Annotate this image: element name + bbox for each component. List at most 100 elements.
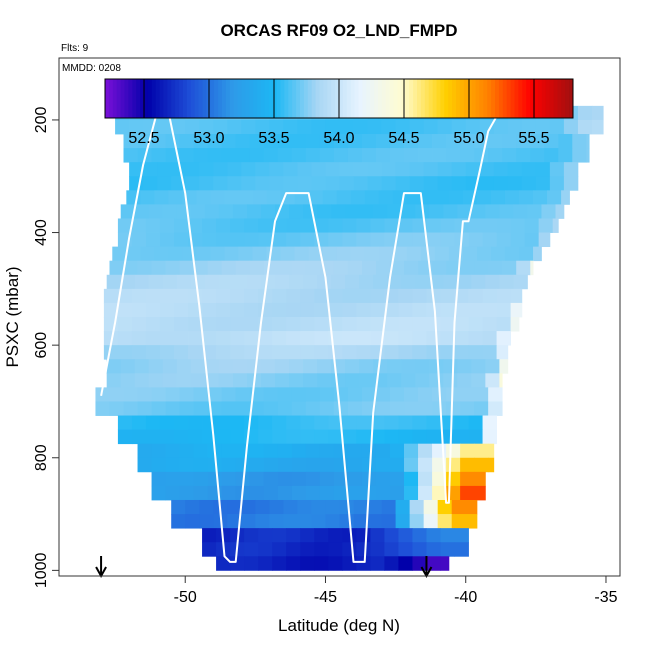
- heatmap-cell: [266, 190, 281, 205]
- colorbar-swatch: [487, 79, 492, 118]
- heatmap-cell: [496, 317, 511, 332]
- heatmap-cell: [331, 274, 346, 290]
- heatmap-cell: [140, 246, 155, 262]
- colorbar-swatch: [147, 79, 153, 118]
- heatmap-cell: [432, 401, 447, 416]
- heatmap-cell: [333, 387, 349, 402]
- heatmap-cell: [555, 204, 565, 219]
- heatmap-cell: [286, 528, 301, 543]
- heatmap-cell: [471, 204, 486, 219]
- heatmap-cell: [454, 317, 469, 332]
- colorbar-swatch: [186, 79, 192, 118]
- heatmap-cell: [328, 331, 343, 346]
- heatmap-cell: [370, 415, 385, 431]
- heatmap-cell: [485, 204, 500, 219]
- heatmap-cell: [460, 443, 475, 459]
- colorbar-swatch: [105, 79, 110, 118]
- heatmap-cell: [148, 274, 164, 290]
- heatmap-cell: [482, 288, 497, 304]
- heatmap-cell: [300, 528, 315, 543]
- colorbar-swatch: [245, 79, 250, 118]
- heatmap-cell: [174, 429, 189, 445]
- colorbar-swatch: [397, 79, 402, 118]
- heatmap-cell: [207, 148, 223, 163]
- heatmap-cell: [468, 345, 483, 360]
- heatmap-cell: [179, 457, 195, 473]
- colorbar-swatch: [284, 79, 289, 118]
- heatmap-cell: [460, 457, 475, 473]
- heatmap-cell: [347, 457, 363, 473]
- heatmap-cell: [347, 387, 363, 402]
- heatmap-cell: [342, 345, 357, 360]
- heatmap-cell: [516, 148, 531, 163]
- heatmap-cell: [356, 218, 371, 233]
- heatmap-cell: [420, 190, 436, 205]
- heatmap-cell: [356, 542, 371, 557]
- heatmap-cell: [199, 499, 214, 515]
- heatmap-cell: [412, 429, 427, 445]
- heatmap-cell: [333, 401, 349, 416]
- colorbar-swatch: [424, 79, 430, 118]
- heatmap-cell: [328, 232, 343, 248]
- colorbar-swatch: [167, 79, 172, 118]
- heatmap-cell: [123, 387, 138, 402]
- heatmap-cell: [490, 190, 506, 205]
- plot-frame: [58, 57, 621, 577]
- heatmap-cell: [188, 415, 203, 431]
- heatmap-cell: [544, 134, 559, 149]
- heatmap-cell: [401, 373, 416, 388]
- heatmap-cell: [448, 190, 464, 205]
- heatmap-cell: [460, 134, 475, 149]
- heatmap-cell: [286, 542, 301, 557]
- heatmap-cell: [305, 387, 321, 402]
- heatmap-cell: [274, 204, 290, 219]
- heatmap-cell: [232, 274, 248, 290]
- heatmap-cell: [179, 443, 195, 459]
- heatmap-cell: [325, 499, 340, 515]
- heatmap-cell: [162, 359, 178, 374]
- heatmap-cell: [454, 415, 469, 431]
- heatmap-cell: [339, 162, 354, 177]
- colorbar-swatch: [354, 79, 359, 118]
- heatmap-cell: [342, 429, 357, 445]
- heatmap-cell: [174, 288, 189, 304]
- heatmap-cell: [258, 302, 273, 318]
- heatmap-cell: [350, 190, 366, 205]
- colorbar-swatch: [319, 79, 324, 118]
- heatmap-cell: [199, 176, 214, 191]
- heatmap-cell: [218, 204, 234, 219]
- heatmap-cell: [232, 373, 248, 388]
- heatmap-cell: [255, 514, 270, 529]
- heatmap-cell: [482, 302, 497, 318]
- heatmap-cell: [479, 176, 495, 191]
- heatmap-cell: [244, 317, 259, 332]
- heatmap-cell: [129, 162, 144, 177]
- heatmap-cell: [418, 471, 433, 487]
- heatmap-cell: [398, 331, 413, 346]
- heatmap-cell: [109, 387, 124, 402]
- colorbar-swatch: [327, 79, 332, 118]
- heatmap-cell: [154, 246, 169, 262]
- heatmap-cell: [347, 260, 363, 276]
- heatmap-cell: [283, 119, 298, 135]
- chart-title: ORCAS RF09 O2_LND_FMPD: [220, 21, 457, 40]
- heatmap-cell: [269, 162, 284, 177]
- colorbar-swatch: [409, 79, 414, 118]
- heatmap-cell: [131, 302, 147, 318]
- heatmap-cell: [513, 204, 528, 219]
- colorbar-swatch: [358, 79, 363, 118]
- heatmap-cell: [454, 542, 469, 557]
- heatmap-cell: [389, 457, 405, 473]
- heatmap-cell: [249, 134, 265, 149]
- heatmap-cell: [314, 528, 329, 543]
- heatmap-cell: [272, 556, 287, 571]
- heatmap-cell: [221, 443, 237, 459]
- heatmap-cell: [199, 514, 214, 529]
- heatmap-cell: [586, 134, 590, 149]
- heatmap-cell: [193, 401, 209, 416]
- heatmap-cell: [387, 359, 402, 374]
- heatmap-cell: [216, 429, 231, 445]
- heatmap-cell: [168, 246, 183, 262]
- heatmap-cell: [159, 429, 175, 445]
- heatmap-cell: [311, 162, 326, 177]
